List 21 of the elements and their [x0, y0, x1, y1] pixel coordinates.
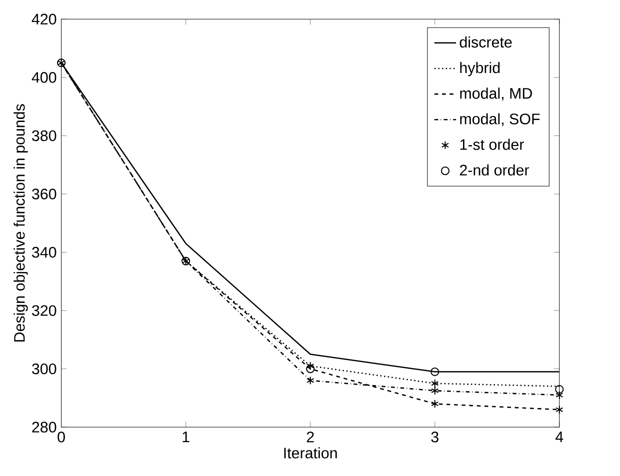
y-tick-label: 420	[32, 14, 56, 25]
legend-label: 2-nd order	[460, 164, 530, 176]
y-tick-label: 320	[32, 305, 56, 316]
y-tick-label: 280	[32, 422, 56, 433]
y-axis-title: Design objective function in pounds	[14, 104, 28, 342]
legend-label: discrete	[460, 36, 512, 48]
x-tick-label: 3	[431, 432, 438, 442]
legend-label: hybrid	[460, 62, 500, 76]
y-tick-label: 380	[32, 130, 56, 142]
legend-label: 1-st order	[460, 138, 524, 150]
x-tick-label: 2	[306, 432, 314, 442]
y-tick-label: 360	[32, 188, 56, 200]
legend-label: modal, MD	[460, 88, 532, 101]
x-tick-label: 0	[58, 432, 65, 442]
y-tick-label: 340	[32, 247, 56, 258]
x-tick-label: 1	[182, 432, 190, 442]
x-axis-title: Iteration	[284, 447, 337, 459]
y-tick-label: 400	[32, 72, 56, 83]
x-tick-label: 4	[556, 432, 564, 442]
legend-label: modal, SOF	[460, 113, 540, 126]
y-tick-label: 300	[32, 364, 56, 374]
